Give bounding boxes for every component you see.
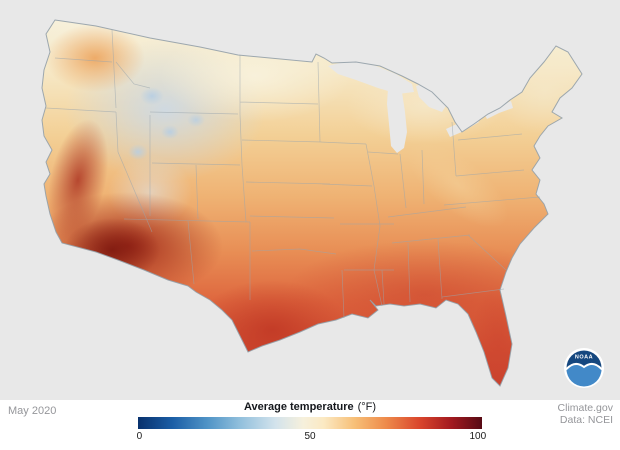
great-lakes	[328, 60, 513, 153]
credit-data-source: Data: NCEI	[559, 414, 613, 426]
state-borders	[45, 29, 541, 319]
temperature-legend: Average temperature (°F) 0 50 100	[136, 401, 487, 444]
noaa-gull-icon	[565, 363, 603, 370]
lake-michigan	[387, 84, 407, 153]
noaa-logo: NOAA	[564, 348, 604, 388]
lake-huron	[416, 81, 449, 112]
credit-climate-gov: Climate.gov	[557, 402, 613, 414]
legend-title: Average temperature (°F)	[138, 401, 482, 414]
legend-tick-mid: 50	[304, 431, 316, 442]
legend-title-text: Average temperature	[243, 401, 354, 413]
date-label: May 2020	[8, 405, 57, 417]
noaa-logo-text: NOAA	[575, 355, 593, 361]
map-area: NOAA	[0, 0, 620, 400]
footer: May 2020 Average temperature (°F) 0 50 10…	[0, 400, 620, 450]
us-outline	[41, 19, 583, 387]
temperature-surface	[42, 20, 582, 386]
legend-unit: (°F)	[357, 401, 377, 413]
lake-superior	[328, 60, 414, 94]
noaa-logo-sea	[566, 363, 602, 387]
legend-ticks: 0 50 100	[136, 431, 487, 444]
credits: Climate.gov Data: NCEI	[558, 402, 613, 426]
us-temperature-map	[41, 19, 583, 387]
legend-tick-min: 0	[136, 431, 143, 442]
lake-erie	[446, 116, 479, 137]
lake-ontario	[484, 101, 513, 119]
legend-colorbar	[138, 417, 482, 429]
legend-tick-max: 100	[469, 431, 487, 442]
